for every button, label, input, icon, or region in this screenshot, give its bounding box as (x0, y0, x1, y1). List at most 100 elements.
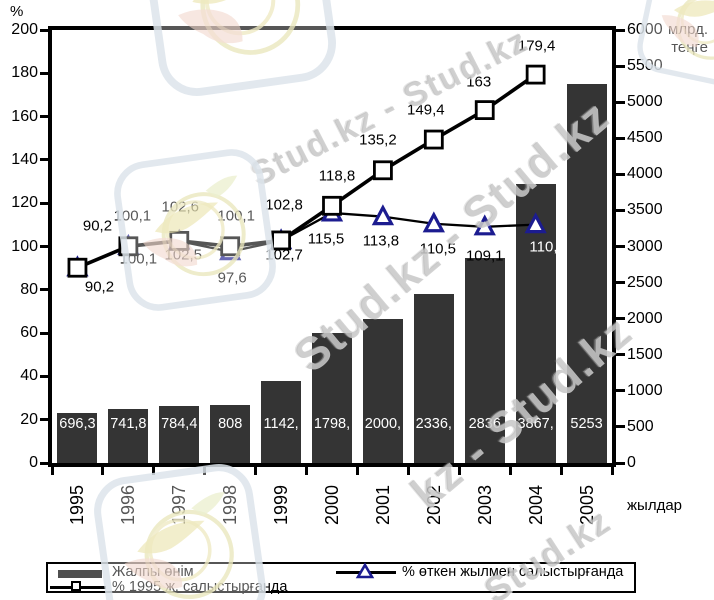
year-label: 2001 (372, 484, 393, 526)
marker-triangle-icon (371, 204, 395, 226)
y-tick-label-right: 5500 (627, 57, 663, 75)
point-label-pct-1995: 135,2 (359, 131, 397, 149)
marker-square-icon (220, 236, 241, 257)
point-label-pct-prev-year: 110,1 (529, 238, 566, 256)
y-tick-label-right: 4000 (627, 165, 663, 183)
y-tick-left (40, 201, 49, 205)
legend (46, 562, 636, 593)
legend-bar-swatch (58, 570, 102, 578)
bar-value-label: 784,4 (161, 416, 198, 432)
y-tick-right (616, 353, 625, 357)
y-tick-label-right: 3500 (627, 201, 663, 219)
legend-label-pct-prev-year: % өткен жылмен салыстырғанда (402, 564, 624, 580)
y-tick-label-left: 80 (20, 280, 38, 298)
x-tick (355, 467, 359, 475)
point-label-pct-prev-year: 90,2 (84, 278, 115, 296)
y-tick-label-right: 5000 (627, 93, 663, 111)
line-pct-1995 (76, 73, 537, 270)
point-label-pct-prev-year: 115,5 (307, 230, 345, 248)
y-tick-label-left: 180 (11, 64, 38, 82)
y-tick-label-left: 100 (11, 237, 38, 255)
bar-value-label: 1798, (313, 416, 351, 432)
right-axis-title-line2: теңге (671, 39, 708, 56)
bar (159, 406, 200, 463)
y-tick-label-right: 1500 (627, 345, 663, 363)
point-label-pct-1995: 102,6 (161, 198, 200, 216)
y-tick-right (616, 208, 625, 212)
y-tick-label-left: 20 (20, 410, 38, 428)
point-label-pct-1995: 179,4 (517, 37, 556, 55)
bar-value-label: 2336, (415, 416, 452, 432)
bar (566, 83, 607, 463)
marker-square-icon (474, 100, 495, 121)
bar-value-label: 2000, (364, 416, 402, 432)
point-label-pct-prev-year: 97,6 (217, 269, 247, 287)
point-label-pct-1995: 102,8 (265, 196, 303, 214)
bar (312, 333, 352, 463)
year-label: 1997 (169, 484, 190, 526)
y-tick-right (616, 245, 625, 248)
bar (57, 412, 98, 463)
y-tick-label-left: 120 (11, 194, 38, 212)
point-label-pct-1995: 90,2 (82, 217, 113, 235)
year-label: 1999 (271, 484, 292, 526)
y-tick-label-right: 6000 (627, 21, 663, 38)
watermark-logo-icon (114, 149, 276, 311)
marker-square-icon (423, 129, 444, 150)
y-tick-right (616, 461, 625, 465)
y-tick-label-left: 60 (20, 324, 38, 342)
bar (413, 294, 454, 463)
y-tick-label-left: 140 (11, 150, 38, 168)
x-tick (101, 467, 105, 475)
y-tick-left (40, 418, 49, 422)
marker-triangle-icon (320, 200, 344, 222)
marker-triangle-icon (219, 239, 242, 261)
bar (108, 409, 149, 463)
watermark-logo-icon (143, 0, 337, 97)
legend-triangle-marker-icon (355, 562, 375, 579)
marker-triangle-icon (66, 255, 89, 277)
point-label-pct-prev-year: 102,7 (265, 246, 303, 264)
year-label: 2000 (322, 484, 342, 526)
bar (362, 318, 403, 463)
point-label-pct-1995: 149,4 (407, 101, 445, 119)
x-tick (406, 467, 410, 475)
x-tick (559, 467, 563, 475)
year-label: 2005 (576, 484, 597, 526)
y-tick-left (40, 71, 49, 75)
x-tick (508, 467, 512, 475)
x-tick (610, 467, 614, 475)
y-tick-right (616, 28, 625, 32)
x-tick (254, 467, 258, 475)
y-tick-right (616, 172, 625, 176)
bar-value-label: 1142, (263, 416, 299, 432)
x-tick (203, 467, 207, 475)
x-tick (50, 467, 54, 475)
bar-value-label: 3867, (517, 416, 554, 432)
y-tick-right (616, 317, 625, 321)
bar (261, 380, 302, 463)
y-tick-right (616, 389, 625, 393)
y-tick-left (40, 288, 49, 292)
marker-square-icon (322, 195, 342, 216)
marker-square-icon (67, 257, 88, 278)
y-tick-right (616, 100, 625, 104)
y-tick-left (40, 461, 49, 465)
y-tick-label-right: 0 (627, 454, 636, 471)
y-tick-left (40, 158, 49, 162)
y-tick-right (616, 136, 625, 140)
marker-square-icon (525, 64, 546, 85)
y-tick-label-left: 160 (11, 107, 38, 125)
y-tick-left (40, 374, 49, 378)
legend-label-gross-output: Жалпы өнім (112, 564, 194, 580)
year-label: 1995 (67, 484, 88, 526)
x-axis-title: жылдар (627, 497, 683, 514)
point-label-pct-1995: 100,1 (113, 207, 152, 225)
point-label-pct-prev-year: 102,5 (164, 246, 203, 264)
y-tick-label-right: 1000 (627, 381, 663, 399)
point-label-pct-1995: 100,1 (217, 207, 255, 225)
bar-value-label: 696,3 (59, 416, 96, 432)
y-tick-label-left: 40 (20, 367, 38, 385)
y-tick-label-right: 3000 (627, 237, 663, 255)
